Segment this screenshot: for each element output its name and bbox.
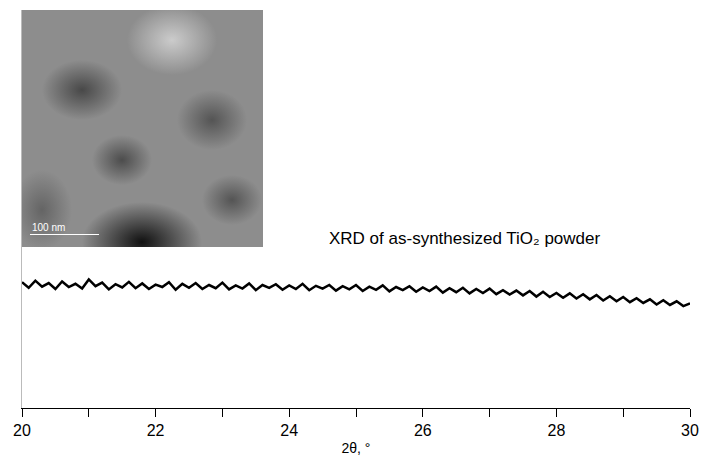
html-text:100 nm: 100 nm [32,222,66,233]
svg-text:26: 26 [414,422,432,439]
svg-text:2θ, °: 2θ, ° [342,440,371,456]
svg-text:30: 30 [681,422,699,439]
svg-text:28: 28 [548,422,566,439]
svg-text:22: 22 [147,422,165,439]
svg-text:24: 24 [280,422,298,439]
svg-text:XRD of as-synthesized TiO₂ pow: XRD of as-synthesized TiO₂ powder [329,229,600,248]
svg-text:20: 20 [13,422,31,439]
